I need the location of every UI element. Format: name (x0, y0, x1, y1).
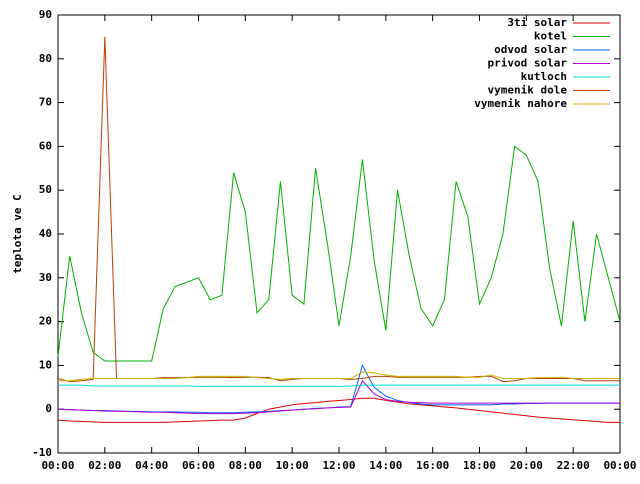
series-line (58, 384, 620, 387)
x-tick-label: 02:00 (88, 459, 121, 472)
x-tick-label: 00:00 (603, 459, 636, 472)
x-tick-label: 08:00 (229, 459, 262, 472)
legend-label: kotel (534, 30, 567, 43)
x-tick-label: 18:00 (463, 459, 496, 472)
legend-label: vymenik nahore (474, 97, 567, 110)
y-axis-label: teplota ve C (11, 194, 24, 273)
y-tick-label: 80 (39, 52, 52, 65)
y-tick-label: 50 (39, 183, 52, 196)
y-tick-label: -10 (32, 446, 52, 459)
y-tick-label: 0 (45, 402, 52, 415)
legend-label: odvod solar (494, 43, 567, 56)
legend-label: privod solar (488, 57, 568, 70)
x-tick-label: 14:00 (369, 459, 402, 472)
y-tick-label: 40 (39, 227, 52, 240)
y-tick-label: 60 (39, 139, 52, 152)
series-line (57, 379, 620, 415)
y-tick-label: 20 (39, 315, 52, 328)
y-tick-label: 10 (39, 358, 52, 371)
x-tick-label: 10:00 (276, 459, 309, 472)
series-line (57, 397, 620, 423)
x-tick-label: 04:00 (135, 459, 168, 472)
series-line (58, 371, 620, 382)
series-line (57, 364, 620, 414)
legend-label: 3ti solar (507, 16, 567, 29)
y-tick-label: 90 (39, 8, 52, 21)
x-tick-label: 20:00 (510, 459, 543, 472)
y-tick-label: 70 (39, 96, 52, 109)
x-tick-label: 06:00 (182, 459, 215, 472)
x-tick-label: 00:00 (41, 459, 74, 472)
legend-label: kutloch (521, 70, 567, 83)
x-tick-label: 16:00 (416, 459, 449, 472)
x-tick-label: 12:00 (322, 459, 355, 472)
y-tick-label: 30 (39, 271, 52, 284)
series-line (57, 145, 621, 362)
legend-label: vymenik dole (488, 84, 568, 97)
x-tick-label: 22:00 (557, 459, 590, 472)
